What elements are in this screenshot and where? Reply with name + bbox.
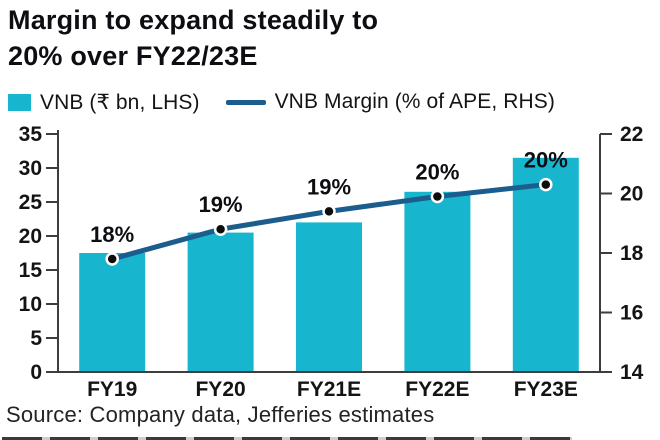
source-note: Source: Company data, Jefferies estimate… xyxy=(6,402,435,427)
right-axis-tick-label: 14 xyxy=(620,361,644,384)
legend-bar-label: VNB (₹ bn, LHS) xyxy=(40,90,200,114)
x-axis-category-label: FY22E xyxy=(405,378,469,400)
bar-FY20 xyxy=(187,232,254,372)
combo-chart: 0 5 10 15 20 25 30 35 14 16 18 20 22 FY19 FY20 FY21E FY2… xyxy=(19,125,644,400)
legend-line-swatch-icon xyxy=(225,99,266,105)
point-label-FY20: 19% xyxy=(199,192,243,217)
left-axis-tick-label: 15 xyxy=(19,259,43,282)
left-axis-tick-label: 20 xyxy=(19,225,42,248)
left-axis-tick-label: 5 xyxy=(30,327,42,350)
right-axis-tick-label: 18 xyxy=(620,242,644,265)
chart-legend: VNB (₹ bn, LHS) VNB Margin (% of APE, RH… xyxy=(8,89,656,115)
x-axis-category-label: FY19 xyxy=(87,378,137,400)
x-axis-category-label: FY23E xyxy=(514,378,578,400)
left-axis-tick-label: 30 xyxy=(19,157,42,180)
left-axis-tick-label: 25 xyxy=(19,191,43,214)
point-label-FY23E: 20% xyxy=(524,148,568,173)
right-axis-tick-label: 20 xyxy=(620,183,643,206)
bar-FY21E xyxy=(296,222,362,372)
chart-title: Margin to expand steadily to 20% over FY… xyxy=(8,2,656,74)
chart-title-line-1: Margin to expand steadily to xyxy=(8,5,379,35)
chart-title-line-2: 20% over FY22/23E xyxy=(8,41,258,71)
bar-FY19 xyxy=(79,253,146,372)
x-axis-category-label: FY21E xyxy=(297,378,361,400)
legend-bar-swatch-icon xyxy=(8,93,31,111)
bar-FY22E xyxy=(404,191,471,372)
left-axis-tick-label: 10 xyxy=(19,293,42,316)
line-marker-FY22E xyxy=(430,189,445,204)
left-axis-tick-label: 35 xyxy=(19,125,43,146)
legend-line-label: VNB Margin (% of APE, RHS) xyxy=(274,90,555,113)
point-label-FY22E: 20% xyxy=(415,159,459,184)
line-marker-FY19 xyxy=(105,252,119,266)
right-axis-tick-label: 16 xyxy=(620,302,643,325)
x-axis-category-label: FY20 xyxy=(195,378,245,400)
point-label-FY19: 18% xyxy=(90,222,134,247)
line-marker-FY20 xyxy=(213,222,228,236)
right-axis-tick-label: 22 xyxy=(620,125,643,146)
bar-FY23E xyxy=(512,157,579,372)
line-marker-FY23E xyxy=(539,177,553,192)
left-axis-tick-label: 0 xyxy=(30,361,42,384)
cropped-content-strip xyxy=(2,437,572,440)
point-label-FY21E: 19% xyxy=(307,174,351,199)
line-marker-FY21E xyxy=(322,204,336,219)
